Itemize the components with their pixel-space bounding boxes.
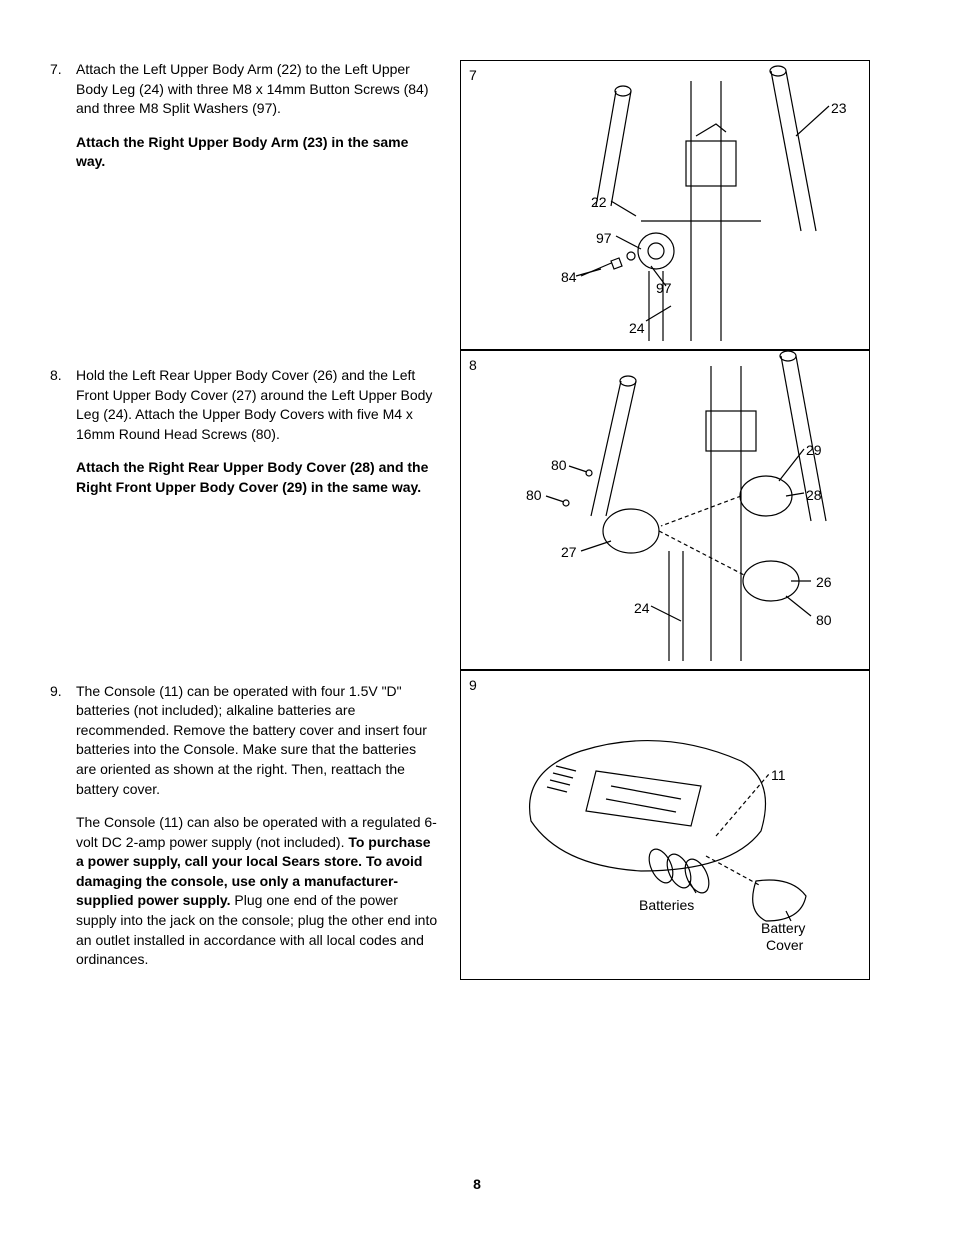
step-9-p1: The Console (11) can be operated with fo…	[76, 682, 440, 800]
content-row: 7. Attach the Left Upper Body Arm (22) t…	[50, 60, 904, 1004]
step-8: 8. Hold the Left Rear Upper Body Cover (…	[50, 366, 440, 512]
d9-l1: Batteries	[639, 896, 694, 916]
d8-l2: 80	[526, 486, 542, 506]
diagram-9-num: 9	[469, 676, 477, 696]
step-body-9: The Console (11) can be operated with fo…	[76, 682, 440, 984]
d7-l1: 22	[591, 193, 607, 213]
diagram-8: 8	[460, 350, 870, 670]
step-number-8: 8.	[50, 366, 76, 512]
d8-l6: 24	[634, 599, 650, 619]
step-7: 7. Attach the Left Upper Body Arm (22) t…	[50, 60, 440, 186]
d8-l1: 80	[551, 456, 567, 476]
diagram-9-svg	[461, 671, 871, 981]
diagram-8-svg	[461, 351, 871, 671]
page-number: 8	[0, 1175, 954, 1195]
spacer	[50, 206, 440, 366]
d7-l2: 97	[596, 229, 612, 249]
step-body-7: Attach the Left Upper Body Arm (22) to t…	[76, 60, 440, 186]
d9-l3: Cover	[766, 936, 803, 956]
step-8-p2: Attach the Right Rear Upper Body Cover (…	[76, 458, 440, 497]
step-7-p2: Attach the Right Upper Body Arm (23) in …	[76, 133, 440, 172]
d8-l0: 29	[806, 441, 822, 461]
diagram-7-num: 7	[469, 66, 477, 86]
step-9: 9. The Console (11) can be operated with…	[50, 682, 440, 984]
diagram-7-svg	[461, 61, 871, 351]
step-8-p1: Hold the Left Rear Upper Body Cover (26)…	[76, 366, 440, 444]
step-9-p2: The Console (11) can also be operated wi…	[76, 813, 440, 970]
step-number-7: 7.	[50, 60, 76, 186]
d8-l5: 26	[816, 573, 832, 593]
d9-l0: 11	[771, 766, 786, 786]
step-number-9: 9.	[50, 682, 76, 984]
diagram-8-num: 8	[469, 356, 477, 376]
d7-l4: 97	[656, 279, 672, 299]
diagram-9: 9	[460, 670, 870, 980]
diagram-column: 7	[460, 60, 870, 1004]
d8-l7: 80	[816, 611, 832, 631]
diagram-7: 7	[460, 60, 870, 350]
step-body-8: Hold the Left Rear Upper Body Cover (26)…	[76, 366, 440, 512]
step-7-p1: Attach the Left Upper Body Arm (22) to t…	[76, 60, 440, 119]
d7-l0: 23	[831, 99, 847, 119]
d7-l3: 84	[561, 268, 577, 288]
d7-l5: 24	[629, 319, 645, 339]
spacer	[50, 532, 440, 682]
text-column: 7. Attach the Left Upper Body Arm (22) t…	[50, 60, 440, 1004]
d8-l4: 27	[561, 543, 577, 563]
d8-l3: 28	[806, 486, 822, 506]
